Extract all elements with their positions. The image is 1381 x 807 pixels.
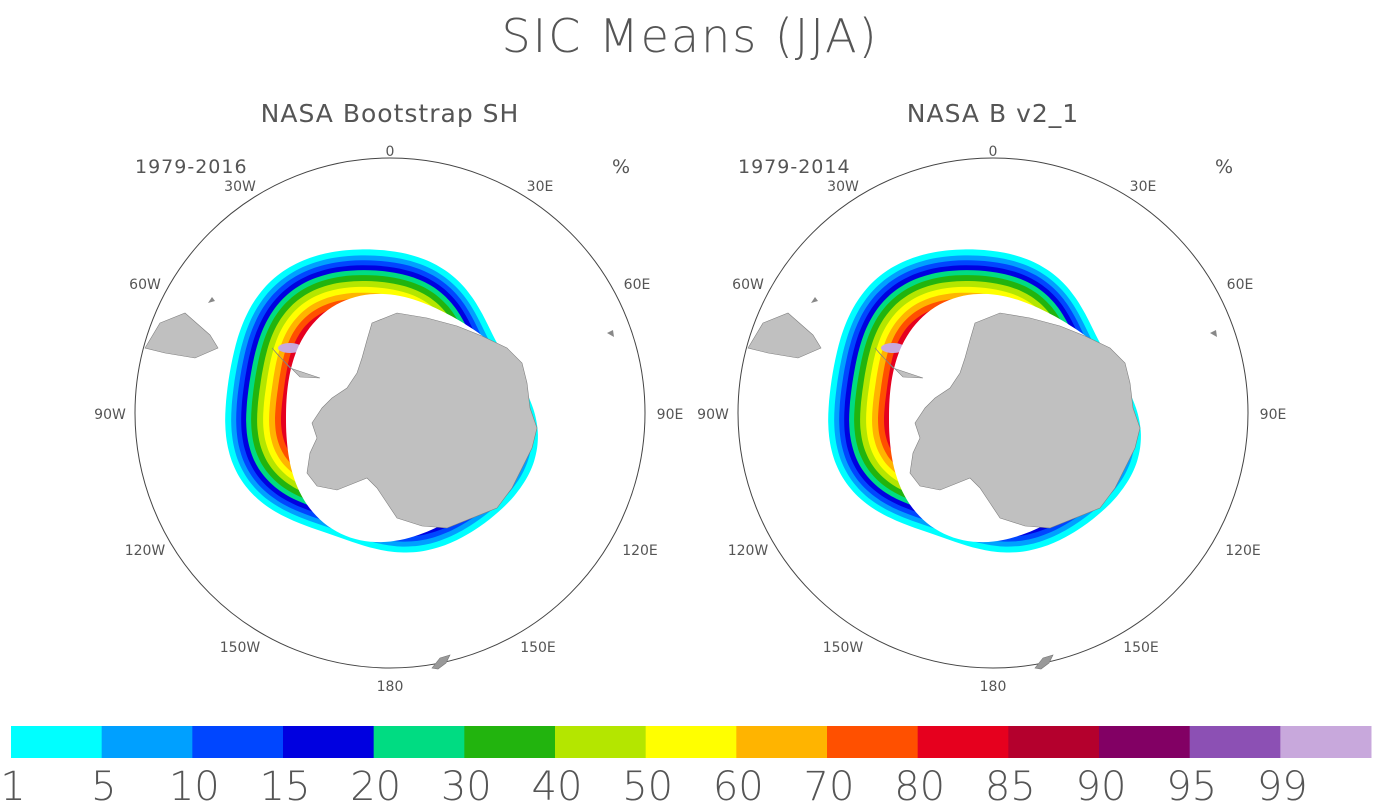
longitude-label: 120E [1225, 543, 1261, 559]
panel-nasa-b-v2-1: NASA B v2_1 1979-2014 % 0 30E 60E 90E 120E 150E 1… [697, 99, 1286, 695]
longitude-label: 150E [1123, 640, 1159, 656]
colorbar-swatch [1099, 726, 1191, 758]
new-zealand-land [1034, 654, 1054, 670]
panel-title: NASA B v2_1 [907, 99, 1079, 128]
antarctic-peninsula [874, 347, 924, 379]
longitude-label: 180 [377, 679, 404, 695]
colorbar-swatch [464, 726, 556, 758]
colorbar-swatch [283, 726, 375, 758]
colorbar-label: 15 [260, 764, 311, 807]
longitude-label: 150W [823, 640, 864, 656]
ice-band-99 [881, 343, 905, 353]
colorbar-label: 40 [532, 764, 583, 807]
longitude-label: 30W [827, 179, 859, 195]
figure-title: SIC Means (JJA) [501, 9, 878, 63]
longitude-label: 60W [129, 277, 161, 293]
colorbar-label: 5 [91, 764, 116, 807]
longitude-label: 150W [220, 640, 261, 656]
unit-label: % [1215, 156, 1233, 178]
longitude-label: 90E [1260, 407, 1287, 423]
colorbar-swatch [917, 726, 1009, 758]
colorbar-label: 30 [441, 764, 492, 807]
ice-band-99 [278, 343, 302, 353]
longitude-label: 120W [728, 543, 769, 559]
south-america-land [747, 312, 822, 359]
longitude-label: 30W [224, 179, 256, 195]
colorbar-label: 1 [0, 764, 25, 807]
colorbar-swatch [101, 726, 193, 758]
colorbar-label: 99 [1257, 764, 1308, 807]
colorbar-label: 80 [894, 764, 945, 807]
antarctica-land [306, 312, 538, 529]
colorbar-label: 10 [169, 764, 220, 807]
panel-years: 1979-2016 [135, 156, 248, 178]
longitude-label: 0 [989, 144, 998, 160]
colorbar-swatch [1008, 726, 1100, 758]
longitude-label: 60W [732, 277, 764, 293]
longitude-label: 120E [622, 543, 658, 559]
longitude-label: 90W [94, 407, 126, 423]
colorbar-label: 95 [1166, 764, 1217, 807]
colorbar-swatch [373, 726, 465, 758]
antarctic-peninsula [271, 347, 321, 379]
longitude-label: 180 [980, 679, 1007, 695]
longitude-label: 0 [386, 144, 395, 160]
colorbar: 1 5 10 15 20 30 40 50 60 70 80 85 90 95 99 [0, 726, 1372, 807]
island [607, 330, 614, 337]
colorbar-swatch [11, 726, 103, 758]
colorbar-swatch [736, 726, 828, 758]
longitude-label: 60E [1227, 277, 1254, 293]
new-zealand-land [431, 654, 451, 670]
panel-nasa-bootstrap: NASA Bootstrap SH 1979-2016 % 0 30E 60E 90E 120… [94, 99, 683, 695]
longitude-label: 60E [624, 277, 651, 293]
colorbar-swatch [1280, 726, 1372, 758]
panel-title: NASA Bootstrap SH [261, 99, 520, 128]
colorbar-swatch [1189, 726, 1281, 758]
colorbar-label: 70 [804, 764, 855, 807]
longitude-label: 90W [697, 407, 729, 423]
colorbar-label: 85 [985, 764, 1036, 807]
longitude-label: 30E [527, 179, 554, 195]
colorbar-swatch [827, 726, 919, 758]
island [1210, 330, 1217, 337]
longitude-label: 90E [657, 407, 684, 423]
colorbar-label: 60 [713, 764, 764, 807]
colorbar-swatch [192, 726, 284, 758]
unit-label: % [612, 156, 630, 178]
longitude-label: 30E [1130, 179, 1157, 195]
colorbar-swatch [645, 726, 737, 758]
island [811, 297, 818, 303]
colorbar-label: 50 [622, 764, 673, 807]
colorbar-label: 90 [1076, 764, 1127, 807]
colorbar-swatch [555, 726, 647, 758]
colorbar-label: 20 [350, 764, 401, 807]
island [208, 297, 215, 303]
longitude-label: 150E [520, 640, 556, 656]
antarctica-land [909, 312, 1141, 529]
panel-years: 1979-2014 [738, 156, 851, 178]
south-america-land [144, 312, 219, 359]
longitude-label: 120W [125, 543, 166, 559]
